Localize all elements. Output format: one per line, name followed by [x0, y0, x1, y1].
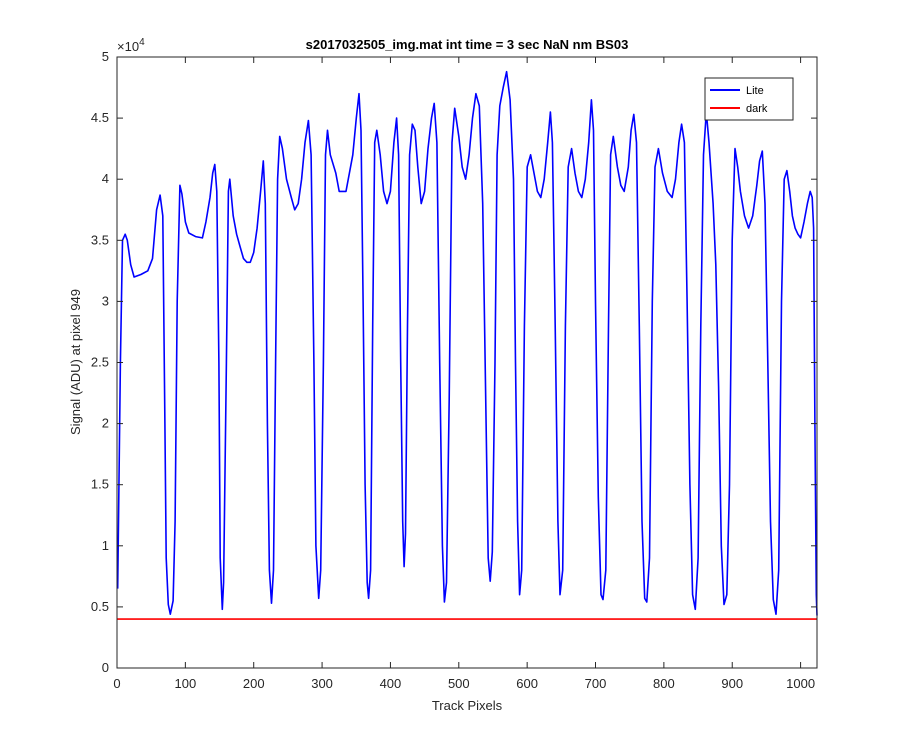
- x-tick-label: 100: [175, 676, 197, 691]
- x-axis-label: Track Pixels: [432, 698, 503, 713]
- y-axis-label: Signal (ADU) at pixel 949: [68, 289, 83, 435]
- y-tick-label: 3.5: [91, 232, 109, 247]
- x-tick-label: 900: [721, 676, 743, 691]
- chart-title: s2017032505_img.mat int time = 3 sec NaN…: [306, 37, 629, 52]
- axes-layer: 0 100 200 300 400 500 600 700 800 900 1000 0 0.5 1 1.5…: [91, 49, 817, 691]
- legend-label-lite: Lite: [746, 85, 764, 97]
- x-tick-label: 800: [653, 676, 675, 691]
- x-tick-label: 1000: [786, 676, 815, 691]
- y-tick-label: 4.5: [91, 110, 109, 125]
- y-tick-label: 0: [102, 660, 109, 675]
- x-tick-label: 400: [380, 676, 402, 691]
- y-tick-label: 1.5: [91, 477, 109, 492]
- y-exponent-power: 4: [139, 37, 145, 48]
- x-tick-label: 600: [516, 676, 538, 691]
- y-tick-label: 3: [102, 293, 109, 308]
- y-tick-label: 5: [102, 49, 109, 64]
- y-exponent-base: ×10: [117, 39, 139, 54]
- x-tick-label: 700: [585, 676, 607, 691]
- legend-label-dark: dark: [746, 103, 768, 115]
- legend-box: [704, 77, 794, 121]
- x-tick-label: 500: [448, 676, 470, 691]
- y-tick-label: 1: [102, 538, 109, 553]
- x-tick-label: 0: [113, 676, 120, 691]
- plot-area: [117, 57, 817, 668]
- axes-box: [116, 56, 818, 669]
- y-tick-label: 4: [102, 171, 109, 186]
- y-exponent-label: ×104: [117, 37, 145, 54]
- y-tick-label: 2.5: [91, 355, 109, 370]
- x-tick-label: 200: [243, 676, 265, 691]
- legend: Lite dark: [704, 77, 794, 121]
- x-tick-label: 300: [311, 676, 333, 691]
- y-tick-label: 0.5: [91, 599, 109, 614]
- y-tick-label: 2: [102, 416, 109, 431]
